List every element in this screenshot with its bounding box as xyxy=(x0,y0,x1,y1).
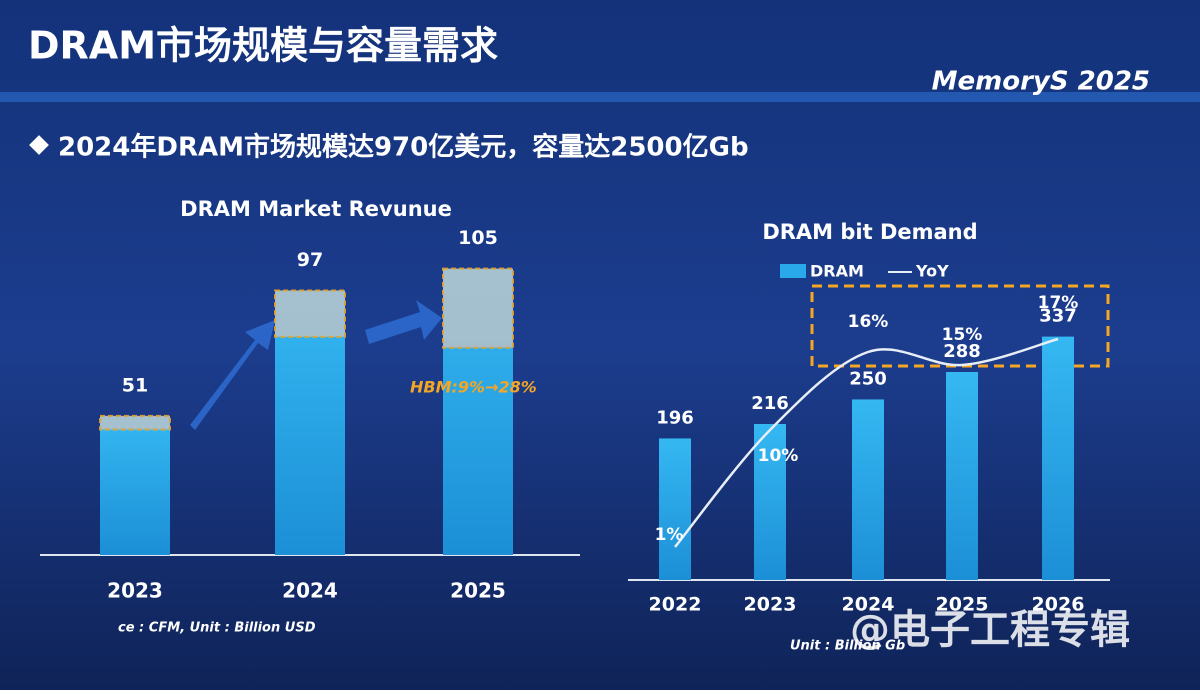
x-tick-label: 2024 xyxy=(842,594,895,616)
yoy-label: 15% xyxy=(942,325,983,345)
x-tick-label: 2026 xyxy=(1032,594,1085,616)
x-tick-label: 2024 xyxy=(282,579,338,603)
bar xyxy=(659,438,691,580)
bar xyxy=(100,415,170,555)
slide-title: DRAM市场规模与容量需求 xyxy=(28,24,498,68)
bar xyxy=(946,372,978,580)
bar xyxy=(754,424,786,580)
hbm-segment xyxy=(274,289,346,338)
x-tick-label: 2025 xyxy=(936,594,989,616)
source: ce : CFM, Unit : Billion USD xyxy=(118,621,316,636)
value-label: 288 xyxy=(943,341,981,362)
value-label: 97 xyxy=(297,249,323,271)
yoy-label: 10% xyxy=(758,446,799,466)
yoy-line xyxy=(674,337,1059,548)
source: Unit : Billion Gb xyxy=(790,639,905,654)
bar xyxy=(852,399,884,580)
value-label: 51 xyxy=(122,374,148,396)
x-tick-label: 2025 xyxy=(450,579,506,603)
x-tick-label: 2023 xyxy=(107,579,163,603)
chart-title: DRAM bit Demand xyxy=(762,220,977,244)
value-label: 250 xyxy=(849,368,887,389)
value-label: 337 xyxy=(1039,306,1077,327)
chart-title: DRAM Market Revunue xyxy=(180,197,452,221)
yoy-label: 17% xyxy=(1038,293,1079,313)
arrow xyxy=(190,320,275,430)
header-band xyxy=(0,92,1200,102)
bullet-text: 2024年DRAM市场规模达970亿美元，容量达2500亿Gb xyxy=(58,132,749,163)
yoy-label: 16% xyxy=(848,312,889,332)
value-label: 105 xyxy=(458,227,498,249)
value-label: 196 xyxy=(656,407,694,428)
highlight-box xyxy=(810,284,1110,368)
annotation: HBM:9%→28% xyxy=(410,378,537,397)
yoy-label: 1% xyxy=(655,525,684,545)
legend-label: DRAM xyxy=(810,262,864,281)
legend-swatch xyxy=(780,264,806,278)
watermark: @电子工程专辑 xyxy=(850,607,1130,653)
hbm-segment xyxy=(442,267,514,349)
x-tick-label: 2023 xyxy=(744,594,797,616)
x-tick-label: 2022 xyxy=(649,594,702,616)
hbm-segment xyxy=(99,414,171,431)
value-label: 216 xyxy=(751,393,789,414)
arrow xyxy=(365,300,442,344)
logo: MemoryS 2025 xyxy=(932,67,1150,97)
legend-label: YoY xyxy=(915,262,949,281)
bar xyxy=(1042,336,1074,580)
